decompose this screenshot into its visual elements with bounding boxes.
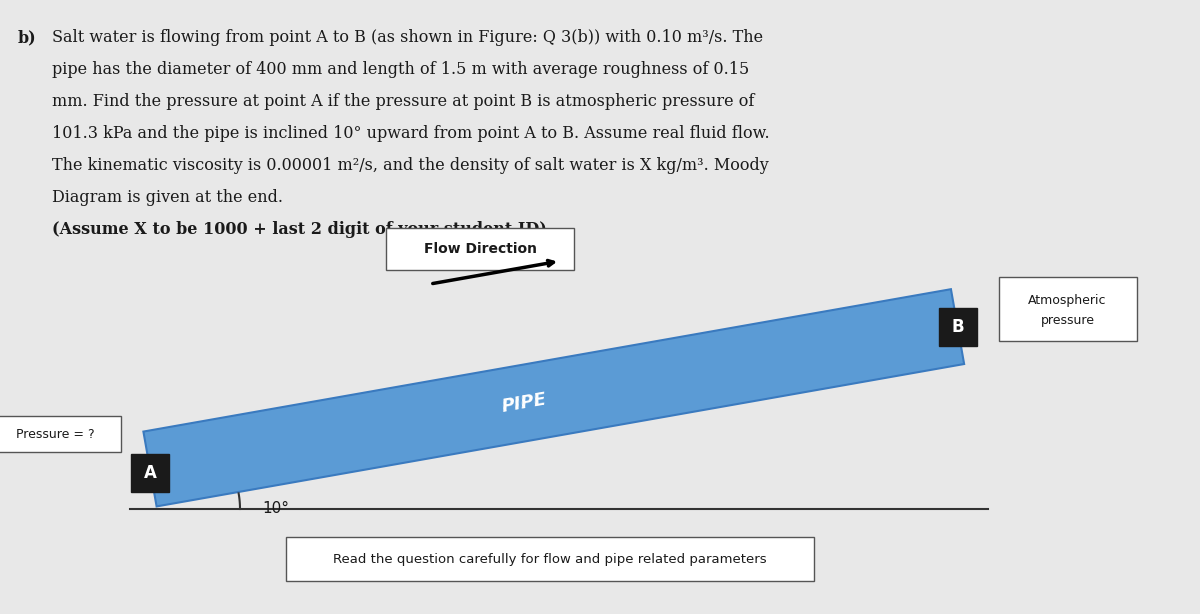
Text: 101.3 kPa and the pipe is inclined 10° upward from point A to B. Assume real flu: 101.3 kPa and the pipe is inclined 10° u…: [52, 125, 769, 142]
Text: Atmospheric: Atmospheric: [1028, 294, 1106, 307]
FancyBboxPatch shape: [998, 277, 1136, 341]
FancyBboxPatch shape: [386, 228, 574, 270]
FancyBboxPatch shape: [286, 537, 814, 581]
Text: 10°: 10°: [263, 500, 289, 516]
FancyBboxPatch shape: [131, 454, 169, 492]
Text: The kinematic viscosity is 0.00001 m²/s, and the density of salt water is X kg/m: The kinematic viscosity is 0.00001 m²/s,…: [52, 157, 769, 174]
Text: Flow Direction: Flow Direction: [424, 242, 536, 256]
Text: mm. Find the pressure at point A if the pressure at point B is atmospheric press: mm. Find the pressure at point A if the …: [52, 93, 755, 110]
Text: (Assume X to be 1000 + last 2 digit of your student ID): (Assume X to be 1000 + last 2 digit of y…: [52, 221, 547, 238]
Text: pressure: pressure: [1040, 314, 1094, 327]
Text: b): b): [18, 29, 37, 46]
Text: Salt water is flowing from point A to B (as shown in Figure: Q 3(b)) with 0.10 m: Salt water is flowing from point A to B …: [52, 29, 763, 46]
Text: Read the question carefully for flow and pipe related parameters: Read the question carefully for flow and…: [334, 553, 767, 565]
Text: PIPE: PIPE: [500, 390, 547, 416]
Text: A: A: [144, 464, 156, 482]
FancyBboxPatch shape: [938, 308, 977, 346]
Text: B: B: [952, 317, 964, 336]
Polygon shape: [144, 289, 964, 507]
FancyBboxPatch shape: [0, 416, 121, 452]
Text: Diagram is given at the end.: Diagram is given at the end.: [52, 189, 283, 206]
Text: pipe has the diameter of 400 mm and length of 1.5 m with average roughness of 0.: pipe has the diameter of 400 mm and leng…: [52, 61, 749, 78]
Text: Pressure = ?: Pressure = ?: [16, 427, 95, 440]
